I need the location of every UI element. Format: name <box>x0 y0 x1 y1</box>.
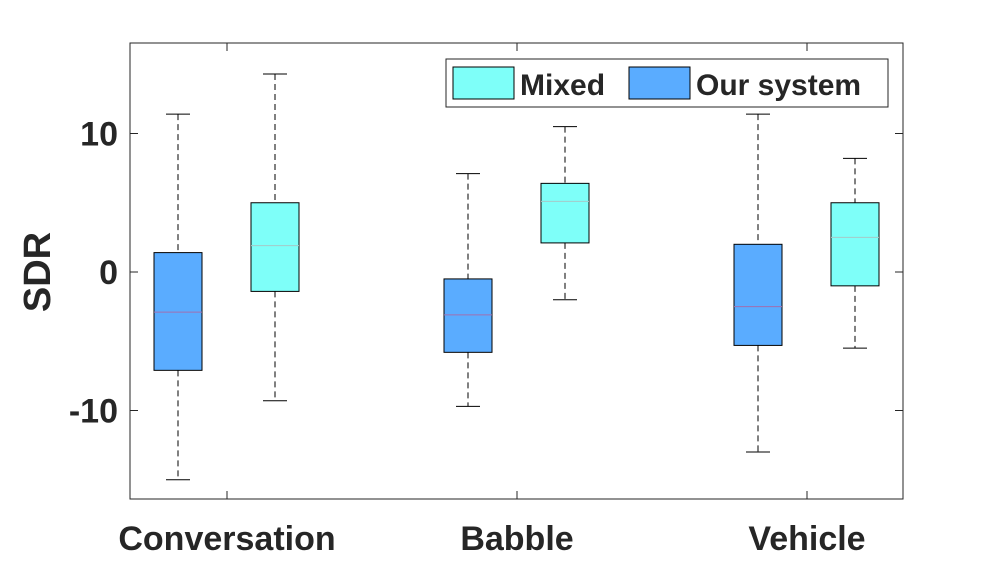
plot-area <box>129 42 904 500</box>
our-system-vehicle-box <box>733 243 783 346</box>
x-tick-label: Vehicle <box>748 520 865 558</box>
x-tick-label: Conversation <box>118 520 335 558</box>
y-axis-label: SDR <box>17 232 59 312</box>
legend-swatch <box>452 66 515 100</box>
legend-label: Our system <box>696 69 861 102</box>
legend-swatch <box>628 66 691 100</box>
mixed-conversation-box <box>250 202 300 292</box>
legend: Mixed Our system <box>445 58 889 108</box>
legend-label: Mixed <box>520 69 605 102</box>
mixed-babble-box <box>540 182 590 244</box>
our-system-babble-box <box>443 278 493 353</box>
x-tick-label: Babble <box>460 520 573 558</box>
axis-ticks <box>130 43 903 499</box>
y-tick-label: -10 <box>69 393 118 431</box>
box-group <box>153 73 880 481</box>
y-tick-label: 10 <box>80 116 118 154</box>
mixed-vehicle-box <box>830 202 880 287</box>
x-tick-labels: Conversation Babble Vehicle <box>118 520 865 558</box>
y-tick-label: 0 <box>99 254 118 292</box>
y-tick-labels: -10 0 10 <box>69 116 118 431</box>
our-system-conversation-box <box>153 252 203 371</box>
